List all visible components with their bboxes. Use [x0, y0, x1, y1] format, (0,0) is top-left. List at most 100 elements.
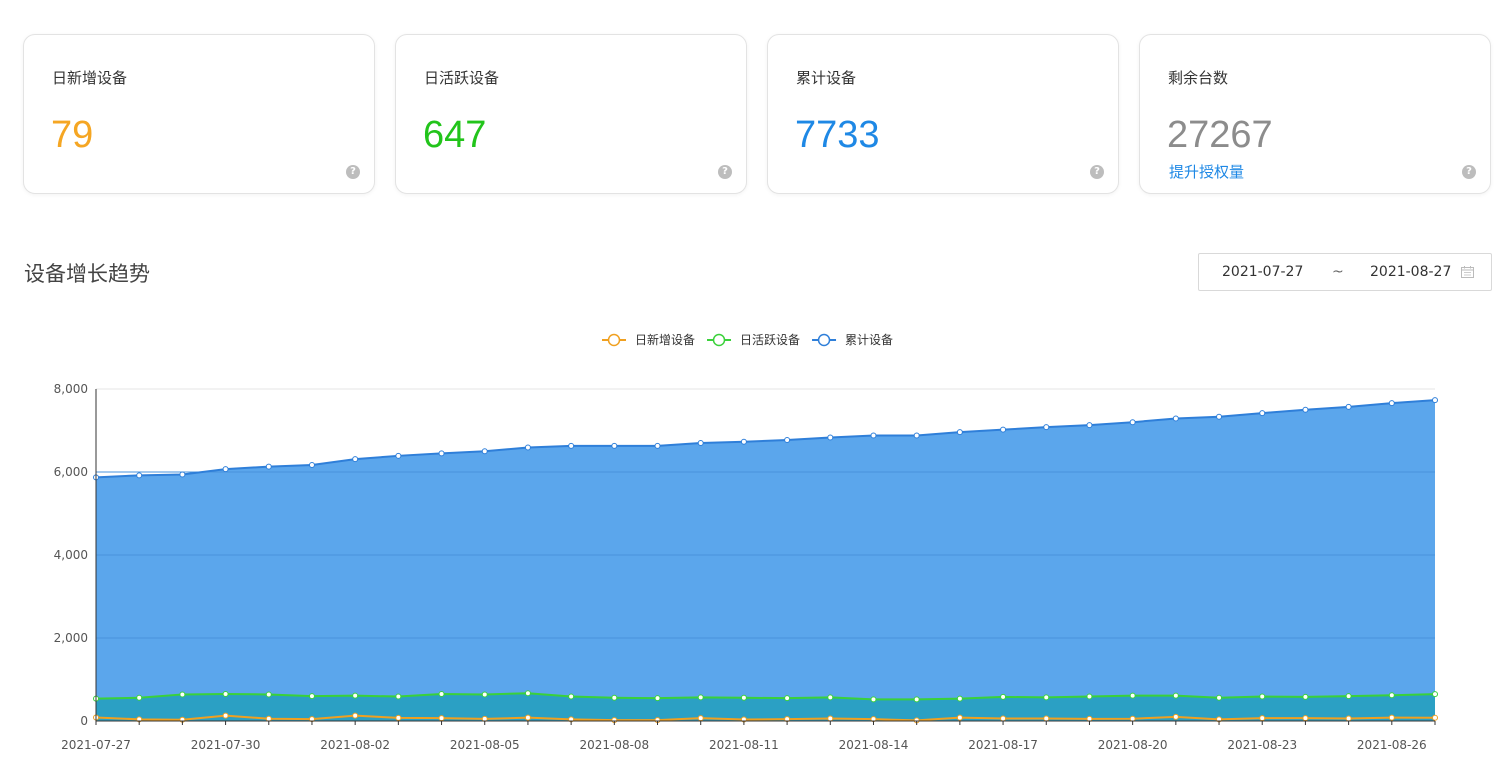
remaining-devices-card: 剩余台数 27267 提升授权量 ? [1139, 34, 1491, 194]
y-tick-label: 6,000 [54, 465, 88, 479]
data-point [1345, 693, 1352, 700]
data-point [524, 444, 531, 451]
data-point [1043, 715, 1050, 722]
data-point [1086, 422, 1093, 429]
legend-marker [712, 333, 726, 347]
x-tick-label: 2021-07-30 [191, 738, 261, 752]
data-point [1043, 694, 1050, 701]
legend-label: 日活跃设备 [740, 333, 800, 347]
card-value: 27267 [1167, 114, 1273, 156]
x-tick-label: 2021-08-20 [1098, 738, 1168, 752]
data-point [784, 437, 791, 444]
data-point [222, 466, 229, 473]
data-point [438, 715, 445, 722]
series-line [95, 714, 1436, 722]
data-point [1259, 410, 1266, 417]
help-icon[interactable]: ? [718, 165, 732, 179]
series-area [96, 693, 1435, 721]
series-area [96, 400, 1435, 721]
x-tick-label: 2021-07-27 [61, 738, 131, 752]
data-point [1259, 715, 1266, 722]
card-value: 7733 [795, 114, 880, 156]
x-tick-label: 2021-08-14 [839, 738, 909, 752]
calendar-icon[interactable] [1461, 266, 1474, 278]
data-point [136, 694, 143, 701]
data-point [956, 714, 963, 721]
data-point [740, 438, 747, 445]
data-point [352, 712, 359, 719]
data-point [956, 429, 963, 436]
data-point [697, 439, 704, 446]
card-label: 累计设备 [796, 69, 857, 87]
data-point [611, 694, 618, 701]
data-point [913, 432, 920, 439]
x-tick-label: 2021-08-02 [320, 738, 390, 752]
help-icon[interactable]: ? [346, 165, 360, 179]
data-point [654, 695, 661, 702]
data-point [1000, 426, 1007, 433]
data-point [827, 694, 834, 701]
data-point [1216, 694, 1223, 701]
y-tick-label: 4,000 [54, 548, 88, 562]
x-tick-label: 2021-08-11 [709, 738, 779, 752]
data-point [740, 694, 747, 701]
data-point [524, 714, 531, 721]
upgrade-license-link[interactable]: 提升授权量 [1169, 163, 1245, 181]
data-point [524, 690, 531, 697]
data-point [697, 715, 704, 722]
help-icon[interactable]: ? [1462, 165, 1476, 179]
legend-marker [607, 333, 621, 347]
series-line [95, 399, 1436, 479]
active-devices-card: 日活跃设备 647 ? [395, 34, 747, 194]
data-point [222, 712, 229, 719]
card-label: 日活跃设备 [424, 69, 500, 87]
data-point [1432, 691, 1438, 698]
help-icon[interactable]: ? [1090, 165, 1104, 179]
data-point [1216, 413, 1223, 420]
start-date[interactable]: 2021-07-27 [1222, 264, 1304, 280]
data-point [438, 691, 445, 698]
data-point [265, 691, 272, 698]
new-devices-card: 日新增设备 79 ? [23, 34, 375, 194]
data-point [352, 456, 359, 463]
data-point [1129, 715, 1136, 722]
data-point [265, 463, 272, 470]
x-tick-label: 2021-08-08 [579, 738, 649, 752]
data-point [1302, 406, 1309, 413]
data-point [697, 694, 704, 701]
x-tick-label: 2021-08-17 [968, 738, 1038, 752]
y-tick-label: 8,000 [54, 382, 88, 396]
date-range-picker[interactable]: 2021-07-27 ~ 2021-08-27 [1198, 253, 1492, 291]
data-point [1388, 714, 1395, 721]
end-date[interactable]: 2021-08-27 [1370, 264, 1452, 280]
data-point [1129, 419, 1136, 426]
data-point [438, 450, 445, 457]
x-tick-label: 2021-08-23 [1227, 738, 1297, 752]
card-label: 剩余台数 [1168, 69, 1229, 87]
data-point [1259, 693, 1266, 700]
data-point [1432, 397, 1438, 404]
legend-label: 累计设备 [845, 333, 893, 347]
data-point [611, 442, 618, 449]
data-point [568, 442, 575, 449]
card-value: 647 [423, 114, 487, 156]
data-point [136, 472, 143, 479]
data-point [1086, 693, 1093, 700]
data-point [913, 696, 920, 703]
data-point [179, 471, 186, 478]
data-point [1043, 424, 1050, 431]
x-tick-label: 2021-08-05 [450, 738, 520, 752]
data-point [179, 691, 186, 698]
data-point [827, 715, 834, 722]
data-point [568, 693, 575, 700]
data-point [784, 695, 791, 702]
data-point [1302, 693, 1309, 700]
data-point [1172, 713, 1179, 720]
data-point [481, 448, 488, 455]
data-point [395, 714, 402, 721]
data-point [1000, 715, 1007, 722]
y-tick-label: 2,000 [54, 631, 88, 645]
y-tick-label: 0 [80, 714, 88, 728]
data-point [308, 461, 315, 468]
data-point [395, 452, 402, 459]
